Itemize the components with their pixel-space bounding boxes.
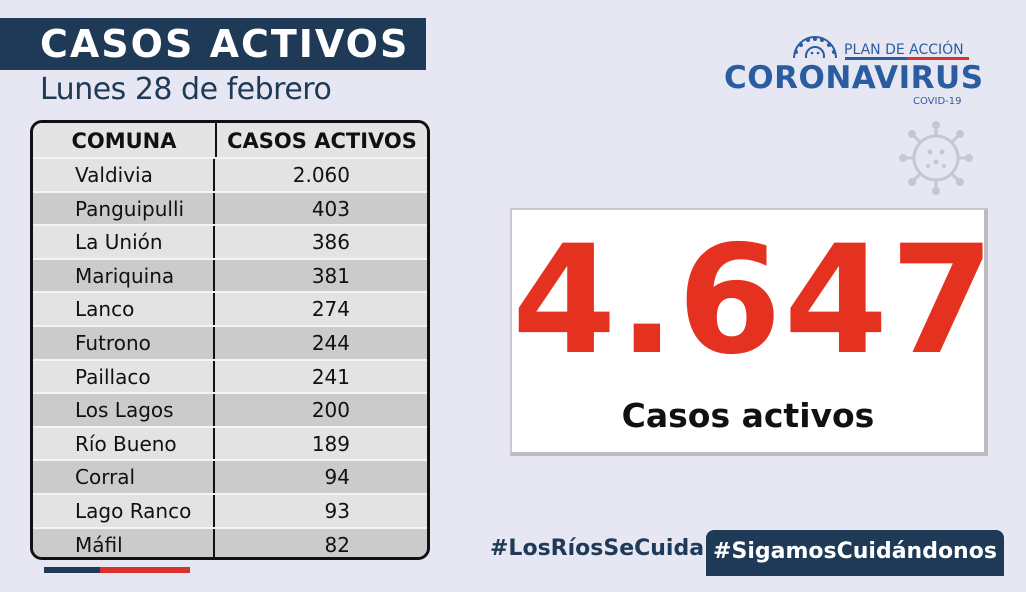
comuna-cell: Lanco [33, 293, 215, 325]
table-row: Panguipulli 403 [33, 190, 427, 225]
total-cases-card: 4.647 Casos activos [510, 208, 997, 456]
casos-cell: 93 [324, 498, 350, 523]
table-row: Paillaco 241 [33, 358, 427, 393]
comuna-cell: Río Bueno [33, 427, 215, 460]
table-row: Los Lagos 200 [33, 392, 427, 426]
casos-cell: 274 [311, 297, 350, 322]
table-row: Máfil 82 [33, 526, 427, 557]
table-row: Lago Ranco 93 [33, 492, 427, 527]
logo-plan-text: PLAN DE ACCIÓN [844, 42, 964, 58]
hashtag-sigamos: #SigamosCuidándonos [706, 530, 1004, 576]
casos-cell: 2.060 [292, 163, 350, 187]
comuna-cell: Panguipulli [33, 192, 215, 225]
hashtag-los-rios: #LosRíosSeCuida [490, 536, 705, 561]
comuna-cell: Los Lagos [33, 394, 215, 426]
logo-subtitle: COVID-19 [913, 96, 962, 107]
table-row: Lanco 274 [33, 291, 427, 325]
comuna-cell: Paillaco [33, 360, 215, 393]
coronavirus-icon [899, 121, 973, 195]
casos-cell: 241 [311, 364, 350, 389]
comuna-cell: La Unión [33, 226, 215, 258]
logo-title: CORONAVIRUS [724, 60, 984, 96]
casos-cell: 189 [311, 431, 350, 456]
comuna-cell: Máfil [33, 528, 215, 557]
table-row: Río Bueno 189 [33, 425, 427, 460]
comuna-cell: Lago Ranco [33, 494, 215, 527]
logo-header: PLAN DE ACCIÓN [790, 36, 964, 58]
casos-cell: 200 [311, 398, 350, 423]
page-title: CASOS ACTIVOS [0, 18, 426, 70]
comuna-cell: Valdivia [33, 159, 215, 191]
total-cases-label: Casos activos [621, 396, 875, 435]
table-row: La Unión 386 [33, 224, 427, 258]
report-date: Lunes 28 de febrero [40, 72, 332, 107]
casos-cell: 82 [324, 532, 350, 557]
table-row: Mariquina 381 [33, 257, 427, 292]
cases-table: COMUNA CASOS ACTIVOS Valdivia 2.060 Pang… [30, 120, 430, 560]
table-row: Corral 94 [33, 459, 427, 493]
casos-cell: 403 [311, 196, 350, 221]
logo-underline [845, 57, 969, 60]
coronavirus-small-icon [793, 36, 837, 58]
table-row: Futrono 244 [33, 324, 427, 359]
casos-cell: 94 [324, 465, 350, 490]
casos-cell: 381 [311, 263, 350, 288]
table-header: COMUNA CASOS ACTIVOS [33, 123, 427, 157]
comuna-cell: Futrono [33, 326, 215, 359]
flag-stripe-blue [44, 567, 100, 573]
table-row: Valdivia 2.060 [33, 157, 427, 191]
column-header-casos: CASOS ACTIVOS [227, 129, 417, 153]
comuna-cell: Corral [33, 461, 215, 493]
comuna-cell: Mariquina [33, 259, 215, 292]
casos-cell: 386 [311, 230, 350, 255]
column-header-comuna: COMUNA [33, 123, 217, 157]
flag-stripe-red [100, 567, 190, 573]
casos-cell: 244 [311, 330, 350, 355]
total-cases-number: 4.647 [512, 214, 997, 388]
